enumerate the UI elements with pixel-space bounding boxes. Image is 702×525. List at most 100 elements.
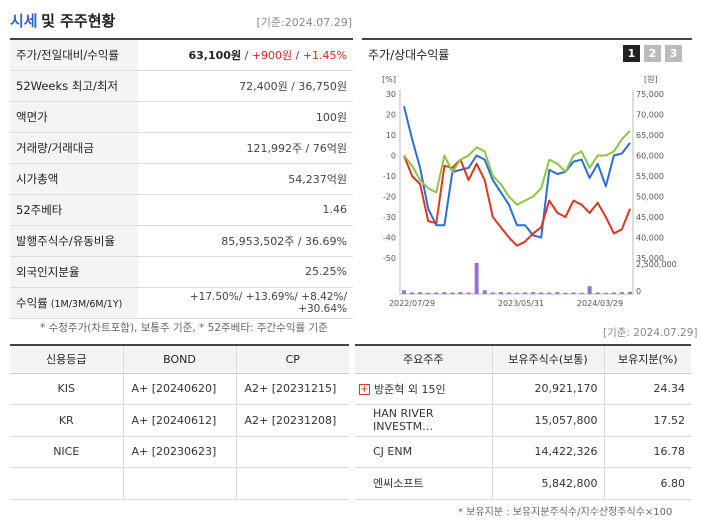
table-row: 엔씨소프트 5,842,800 6.80 [355,467,691,500]
holder-shares-cell: 14,422,326 [492,436,605,468]
credit-bond-cell [123,467,237,500]
credit-cp-cell: A2+ [20231208] [236,404,349,437]
volume-bar [434,292,439,294]
holder-shares-cell: 5,842,800 [492,467,605,500]
credit-cp-cell [236,436,349,468]
credit-column-header: BOND [123,345,237,374]
left-tick-label: -50 [383,254,396,263]
credit-agency-cell: KIS [10,373,124,405]
volume-axis-label: 2,500,000 [636,260,677,269]
right-footnote: * 보유지분 : 보유지분주식수/지수산정주식수×100 [458,507,673,518]
volume-bar [611,292,616,294]
chart-page-2-button[interactable]: 2 [644,45,661,62]
stats-row: 액면가 100원 [10,101,353,134]
stats-value: 63,100원 / +900원 / +1.45% [138,40,353,72]
credit-agency-cell [10,467,124,500]
returns-label-cell: 수익률 (1M/3M/6M/1Y) [10,287,138,319]
holder-pct-cell: 24.34 [604,373,691,405]
volume-bar [555,292,560,294]
left-tick-label: -10 [383,172,396,181]
stats-value: 54,237억원 [138,163,353,195]
right-axis-unit: [원] [644,75,658,84]
volume-bar [595,292,600,294]
table-row: KIS A+ [20240620] A2+ [20231215] [10,373,349,405]
value-part: +900원 [251,49,293,63]
chart-page-1-button[interactable]: 1 [623,45,640,62]
left-tick-label: 10 [386,131,396,140]
right-tick-label: 40,000 [636,234,664,243]
table-row: NICE A+ [20230623] [10,436,349,468]
series-line [403,155,631,247]
credit-bond-cell: A+ [20230623] [123,436,237,468]
stats-row: 거래량/거래대금 121,992주 / 76억원 [10,132,353,165]
right-tick-label: 65,000 [636,131,664,140]
table-row: CJ ENM 14,422,326 16.78 [355,436,691,468]
major-shareholders-table: 주요주주 보유주식수(보통) 보유지분(%) + 방준혁 외 15인 20,921,17… [355,344,691,500]
volume-bar [628,291,632,294]
stats-value: 1.46 [138,194,353,226]
credit-agency-cell: KR [10,404,124,437]
holder-pct-cell: 6.80 [604,467,691,500]
holder-name-cell[interactable]: + 방준혁 외 15인 [355,373,493,405]
volume-bar [563,292,568,294]
right-reference-date: [기준: 2024.07.29] [603,327,698,339]
stats-label: 시가총액 [10,163,138,195]
value-part: / [292,49,303,63]
credit-cp-cell: A2+ [20231215] [236,373,349,405]
table-row: KR A+ [20240612] A2+ [20231208] [10,404,349,437]
series-line [403,106,631,239]
value-part: 63,100원 [188,49,242,63]
holder-name: 방준혁 외 15인 [374,382,446,396]
holder-name: CJ ENM [373,445,413,459]
chart-page-3-button[interactable]: 3 [665,45,682,62]
stats-label: 52주베타 [10,194,138,226]
stats-row: 시가총액 54,237억원 [10,163,353,195]
x-tick-label: 2023/05/31 [498,299,544,308]
returns-label-sub: (1M/3M/6M/1Y) [50,298,123,310]
right-tick-label: 50,000 [636,193,664,202]
x-tick-label: 2024/03/29 [577,299,623,308]
credit-cp-cell [236,467,349,500]
volume-bar [426,292,431,294]
value-part: +1.45% [302,49,347,63]
left-tick-label: -20 [383,193,396,202]
holder-pct-cell: 17.52 [604,404,691,437]
credit-column-header: CP [236,345,349,374]
left-footnote: * 수정주가(차트포함), 보통주 기준, * 52주베타: 주간수익률 기준 [40,322,328,334]
volume-bar [603,292,608,294]
price-stats-table: 주가/전일대비/수익률 63,100원 / +900원 / +1.45% 52Wee… [10,38,353,319]
volume-axis-zero: 0 [636,287,641,296]
section-title: 시세 및 주주현황 [기준:2024.07.29] [10,10,352,34]
volume-bar [474,263,479,294]
stats-label: 외국인지분율 [10,256,138,288]
volume-bar [418,292,423,294]
volume-bar [466,292,471,294]
credit-bond-cell: A+ [20240612] [123,404,237,437]
returns-row: 수익률 (1M/3M/6M/1Y) +17.50%/ +13.69%/ +8.42%… [10,287,353,319]
right-tick-label: 55,000 [636,172,664,181]
stats-label: 액면가 [10,101,138,134]
expand-icon[interactable]: + [359,384,370,396]
holder-name: HAN RIVER INVESTM… [373,407,434,434]
credit-bond-cell: A+ [20240620] [123,373,237,405]
credit-rating-table: 신용등급 BOND CP KIS A+ [20240620] A2+ [20231215… [10,344,349,500]
holder-name-cell: CJ ENM [355,436,493,468]
volume-bar [402,290,406,294]
x-tick-label: 2022/07/29 [389,299,435,308]
right-tick-label: 60,000 [636,152,664,161]
left-tick-label: 30 [386,90,396,99]
table-row: HAN RIVER INVESTM… 15,057,800 17.52 [355,404,691,437]
volume-bar [523,292,528,294]
stats-value: 121,992주 / 76억원 [138,132,353,165]
left-tick-label: -30 [383,213,396,222]
stats-row: 발행주식수/유동비율 85,953,502주 / 36.69% [10,225,353,257]
volume-bar [547,292,552,294]
volume-bar [515,292,519,294]
returns-value: +17.50%/ +13.69%/ +8.42%/ +30.64% [138,287,353,319]
holder-column-header: 주요주주 [355,345,493,374]
volume-bar [579,292,584,294]
stats-label: 52Weeks 최고/최저 [10,70,138,103]
stats-value: 100원 [138,101,353,134]
volume-bar [450,292,455,294]
